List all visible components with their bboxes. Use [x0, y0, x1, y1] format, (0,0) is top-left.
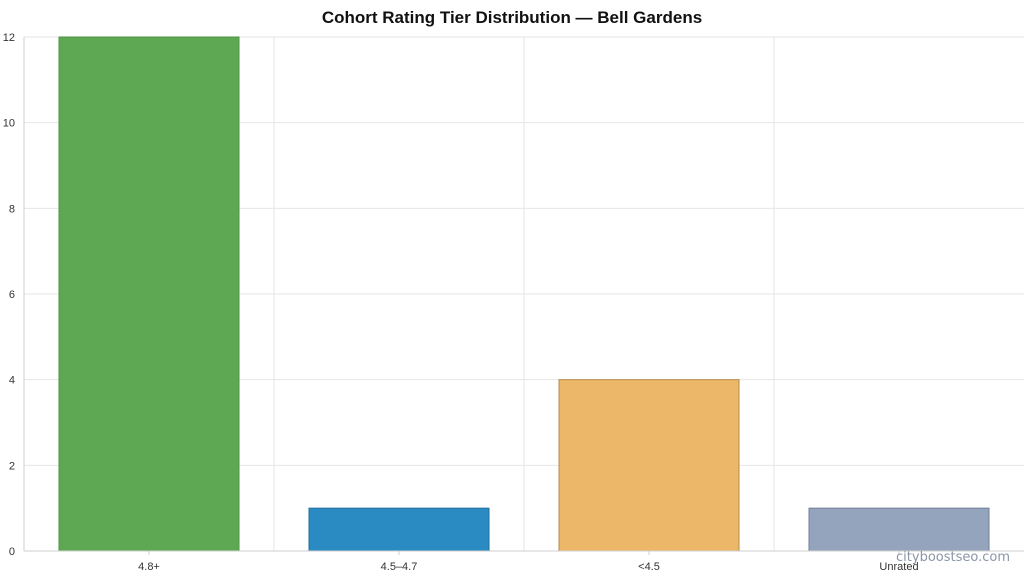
axes: 0 2 4 6 8 10 12 4.8+ 4.5–4.7 <4.5 Unrated [3, 32, 1024, 573]
y-tick-label: 8 [9, 203, 15, 215]
x-tick-label: 4.8+ [138, 561, 160, 573]
y-tick-label: 12 [3, 32, 15, 44]
bar [808, 507, 990, 552]
bar-group [58, 36, 990, 552]
y-tick-label: 10 [3, 118, 15, 130]
x-tick-label: <4.5 [638, 561, 660, 573]
x-tick-label: Unrated [879, 561, 918, 573]
watermark-text: cityboostseo.com [896, 550, 1010, 565]
y-tick-label: 6 [9, 289, 15, 301]
y-tick-label: 0 [9, 546, 15, 558]
bar [558, 379, 740, 552]
chart-title: Cohort Rating Tier Distribution — Bell G… [321, 8, 703, 27]
bar [308, 507, 490, 552]
y-tick-label: 4 [9, 375, 15, 387]
x-tick-label: 4.5–4.7 [381, 561, 418, 573]
bar [58, 36, 240, 552]
y-tick-label: 2 [9, 460, 15, 472]
